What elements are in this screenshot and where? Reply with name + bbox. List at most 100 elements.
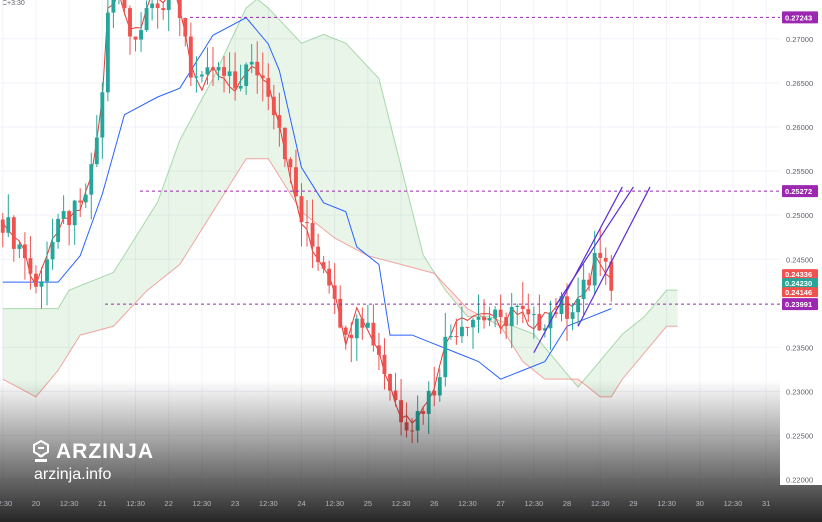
cloud-segment [517,327,523,362]
cloud-segment [168,155,175,274]
candle-body [603,257,608,262]
candle-body [11,217,16,249]
candle [316,233,321,271]
candle [266,63,271,111]
candle [603,247,608,285]
price-tick-label: 0.22000 [786,476,813,485]
candle-body [133,36,138,40]
candle [244,62,249,95]
level-tag-box [782,185,818,198]
candle-body [249,61,254,65]
candle [89,152,94,220]
candle-body [515,305,520,307]
cloud-segment [113,263,119,327]
candle-body [576,299,581,313]
candle-body [0,219,5,233]
candle [211,46,215,86]
cloud-segment [107,272,114,328]
candle-body [271,96,276,116]
candle-body [305,222,309,224]
candle [282,127,287,168]
cloud-segment [301,41,308,217]
candle [565,283,569,341]
candle [28,236,33,290]
candle-body [155,3,160,9]
candle-body [371,322,376,346]
candle [100,82,105,159]
candle [238,64,243,92]
cloud-segment [63,290,70,362]
candle [94,114,99,168]
candle-body [448,336,453,338]
channel-line [555,186,634,306]
cloud-segment [80,283,86,336]
candle-body [316,246,321,263]
cloud-segment [212,66,219,212]
candle-body [537,314,542,331]
candle-body [139,30,143,40]
level-tag-text: 0.27243 [785,13,812,22]
price-axis-background [780,0,822,485]
time-tick-label: 23 [231,499,239,508]
candle [194,56,199,93]
cloud-segment [135,228,142,303]
cloud-segment [284,25,291,195]
base-line [2,17,612,380]
candle [139,11,143,52]
cloud-segment [224,43,230,194]
cloud-segment [627,325,634,373]
price-tick-label: 0.23500 [786,343,813,352]
candle [277,92,282,147]
time-tick-label: 12:30 [524,499,543,508]
level-tag-box [782,298,818,311]
candle-body [238,86,243,89]
candle [587,273,592,291]
candle [22,232,27,280]
candle [222,56,226,93]
price-tick-label: 0.25500 [786,167,813,176]
time-tick-label: 12:30 [458,499,477,508]
trend-channel [533,186,651,354]
candle [6,194,11,238]
cloud-segment [152,201,158,287]
cloud-segment [218,54,225,203]
candle-body [288,159,293,168]
time-tick-label: 12:30 [0,499,12,508]
candle [188,22,193,87]
cloud-segment [367,66,374,258]
candle [349,322,354,363]
cloud-segment [461,302,468,317]
candle-body [609,261,614,291]
candle-body [565,296,569,319]
cloud-segment [550,354,556,380]
candle-body [454,336,459,338]
cloud-segment [246,3,252,159]
candle-body [443,336,448,378]
candle-body [459,326,464,337]
arzinja-logo-icon [33,440,49,462]
candle [487,306,492,327]
cloud-segment [539,340,545,380]
candle [144,0,149,32]
candle-body [50,242,55,260]
candle [249,43,254,74]
cloud-segment [196,99,202,239]
cloud-segment [329,36,335,239]
candle-body [360,318,365,328]
candle-body [111,0,116,13]
candle-body [266,78,271,97]
candle-body [67,211,72,226]
bottom-fade-overlay [0,380,822,522]
candle [0,213,5,248]
candle [454,318,459,345]
candle [332,263,337,315]
candle [161,1,166,20]
candle [128,5,132,55]
cloud-segment [13,308,20,388]
time-tick-label: 20 [32,499,40,508]
cloud-segment [96,276,103,331]
candle-body [520,305,525,310]
cloud-segment [102,274,108,330]
